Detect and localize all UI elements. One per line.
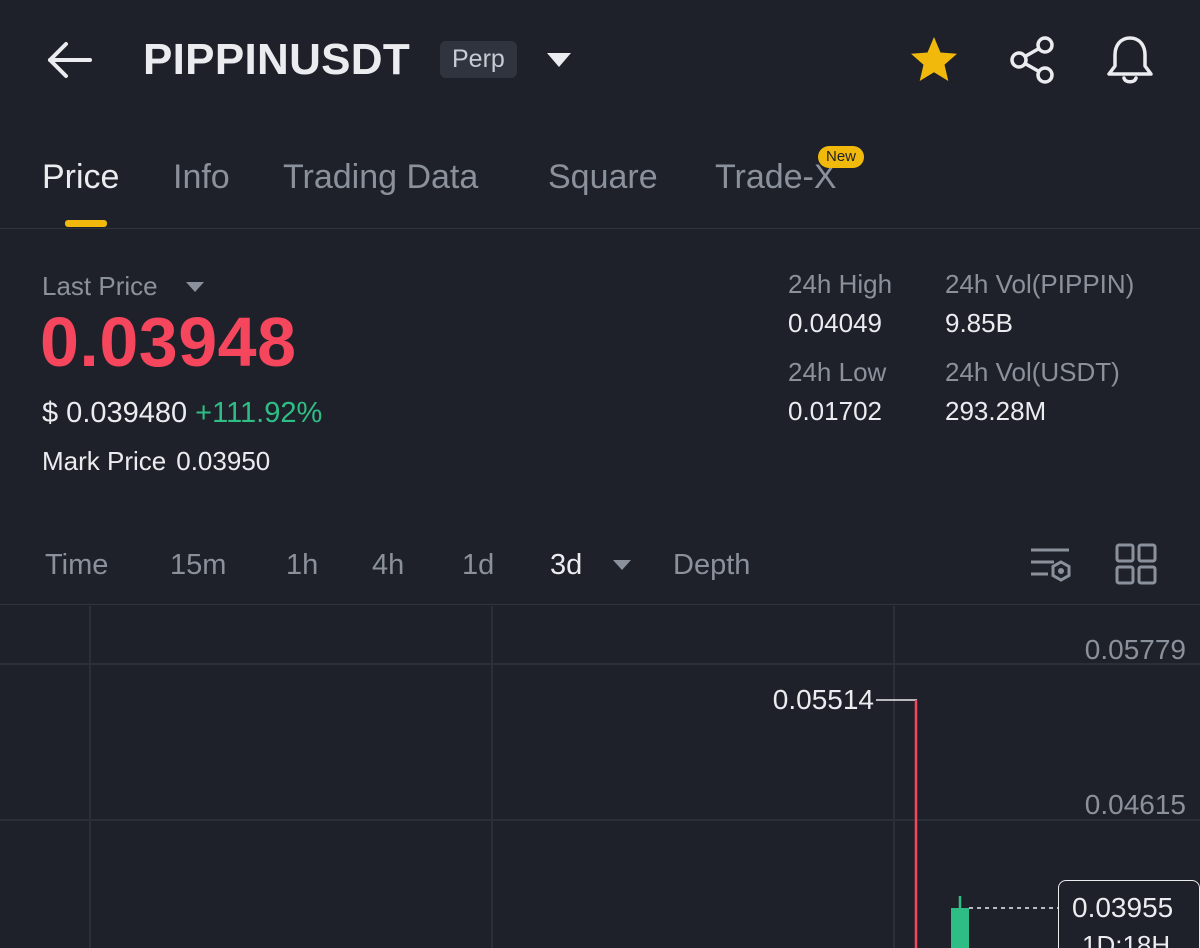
interval-1d[interactable]: 1d bbox=[462, 549, 495, 581]
bell-icon[interactable] bbox=[1104, 33, 1156, 87]
mark-price-label: Mark Price bbox=[42, 446, 167, 476]
chart-top-divider bbox=[0, 604, 1200, 605]
y-axis-tick-label: 0.04615 bbox=[1085, 789, 1186, 820]
chevron-down-icon[interactable] bbox=[545, 50, 573, 70]
grid-layout-icon[interactable] bbox=[1114, 542, 1158, 586]
low-24h-value: 0.01702 bbox=[788, 396, 882, 426]
current-price-value: 0.03955 bbox=[1072, 892, 1174, 923]
contract-type-badge: Perp bbox=[440, 41, 517, 78]
vol-base-label: 24h Vol(PIPPIN) bbox=[945, 269, 1135, 299]
interval-1h[interactable]: 1h bbox=[286, 549, 319, 581]
back-arrow-icon[interactable] bbox=[44, 38, 96, 82]
candlestick-chart[interactable]: 0.05779 0.04615 0.05514 bbox=[0, 606, 1200, 948]
last-price-label[interactable]: Last Price bbox=[42, 271, 158, 301]
interval-depth[interactable]: Depth bbox=[673, 549, 751, 581]
star-icon[interactable] bbox=[908, 34, 960, 86]
interval-15m[interactable]: 15m bbox=[170, 549, 227, 581]
indicator-settings-icon[interactable] bbox=[1028, 544, 1072, 586]
mark-price-value: 0.03950 bbox=[176, 446, 271, 476]
tab-price[interactable]: Price bbox=[42, 158, 120, 196]
candle-body-green bbox=[951, 908, 969, 948]
interval-4h[interactable]: 4h bbox=[372, 549, 405, 581]
caret-down-icon[interactable] bbox=[184, 280, 206, 294]
vol-quote-label: 24h Vol(USDT) bbox=[945, 357, 1120, 387]
high-24h-value: 0.04049 bbox=[788, 308, 882, 338]
candle-countdown: 1D:18H bbox=[1082, 930, 1171, 948]
vol-base-value: 9.85B bbox=[945, 308, 1013, 338]
low-24h-label: 24h Low bbox=[788, 357, 887, 387]
active-tab-indicator bbox=[65, 220, 107, 227]
y-axis-tick-label: 0.05779 bbox=[1085, 634, 1186, 665]
current-price-tag bbox=[1058, 880, 1200, 948]
usd-price-line: $ 0.039480 +111.92% bbox=[42, 394, 322, 432]
high-24h-label: 24h High bbox=[788, 269, 893, 299]
usd-price-value: $ 0.039480 bbox=[42, 397, 188, 429]
symbol-title[interactable]: PIPPINUSDT bbox=[143, 35, 411, 84]
share-icon[interactable] bbox=[1006, 34, 1058, 86]
tabs-divider bbox=[0, 228, 1200, 229]
last-price-value: 0.03948 bbox=[40, 303, 297, 381]
tab-square[interactable]: Square bbox=[548, 158, 658, 196]
new-badge: New bbox=[818, 146, 865, 168]
interval-3d[interactable]: 3d bbox=[550, 549, 583, 581]
mark-price-line: Mark Price 0.03950 bbox=[42, 444, 270, 478]
price-change-percent: +111.92% bbox=[195, 397, 323, 429]
vol-quote-value: 293.28M bbox=[945, 396, 1047, 426]
tab-trading-data[interactable]: Trading Data bbox=[283, 158, 479, 196]
interval-caret-icon[interactable] bbox=[611, 558, 633, 572]
high-marker-label: 0.05514 bbox=[773, 684, 874, 715]
interval-time[interactable]: Time bbox=[45, 549, 109, 581]
tab-info[interactable]: Info bbox=[173, 158, 230, 196]
tab-trade-x[interactable]: Trade-X bbox=[715, 158, 837, 196]
